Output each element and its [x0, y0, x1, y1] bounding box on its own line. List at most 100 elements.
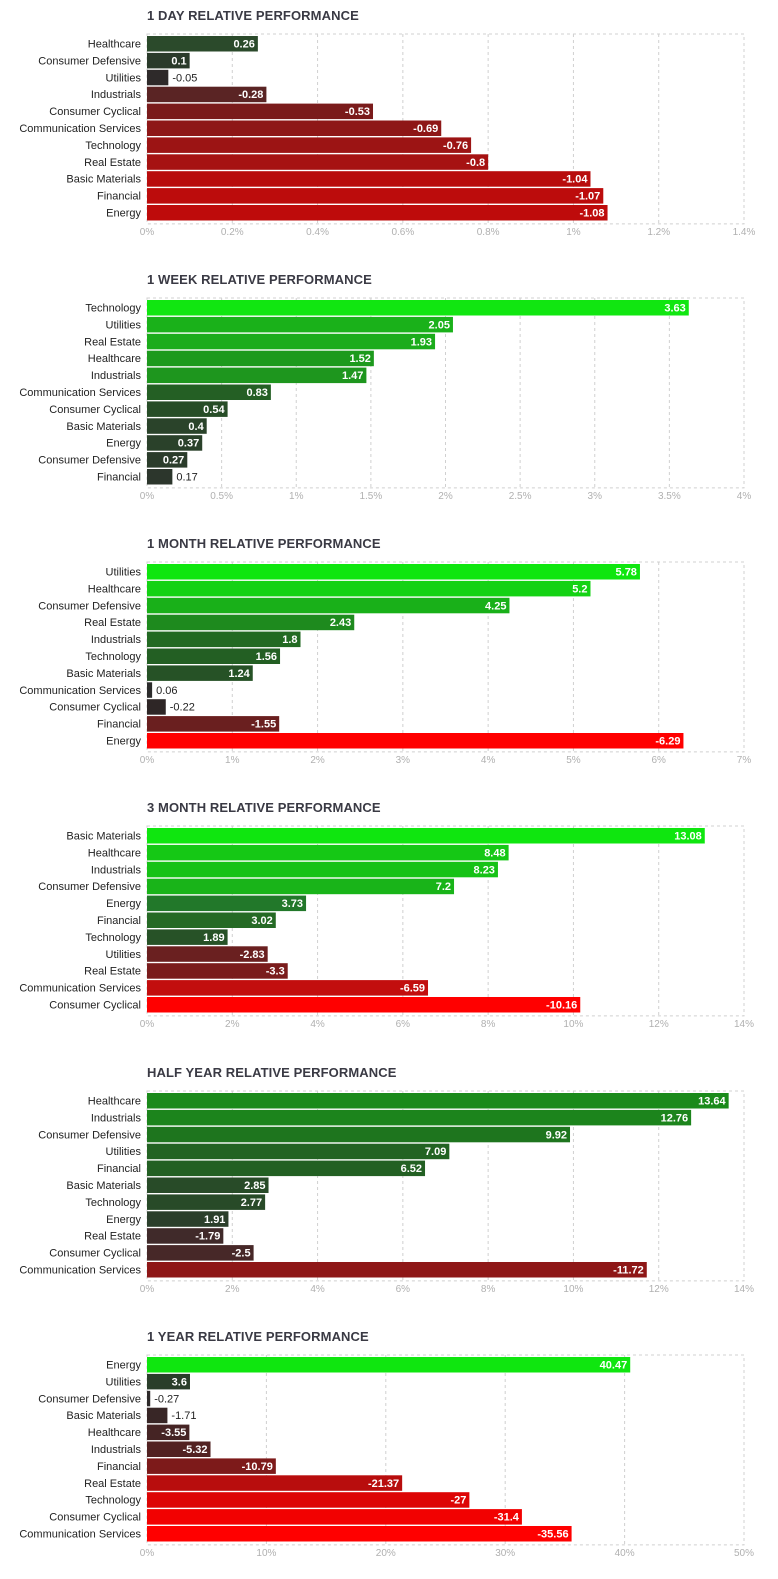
value-label: -0.27: [154, 1393, 179, 1405]
bar: [147, 1177, 269, 1193]
category-label: Communication Services: [19, 1529, 141, 1541]
category-label: Financial: [97, 1461, 141, 1473]
value-label: 0.26: [233, 39, 254, 51]
category-label: Technology: [85, 1495, 141, 1507]
x-tick-label: 0.2%: [221, 227, 244, 238]
x-tick-label: 1.2%: [647, 227, 670, 238]
bar: [147, 631, 301, 648]
value-label: -3.3: [266, 966, 285, 978]
bar: [147, 946, 268, 962]
chart-title: 1 YEAR RELATIVE PERFORMANCE: [147, 1329, 369, 1344]
category-label: Utilities: [106, 949, 142, 961]
bar: [147, 1262, 647, 1278]
bar: [147, 367, 367, 384]
bar: [147, 844, 509, 861]
value-label: -1.79: [195, 1231, 220, 1243]
category-label: Basic Materials: [66, 668, 141, 680]
value-label: -5.32: [182, 1444, 207, 1456]
category-label: Utilities: [106, 1146, 142, 1158]
value-label: 0.83: [246, 387, 267, 399]
value-label: -10.16: [546, 1000, 577, 1012]
bar: [147, 963, 288, 979]
x-tick-label: 6%: [396, 1284, 411, 1295]
bar: [147, 580, 591, 597]
x-tick-label: 10%: [563, 1019, 583, 1030]
bar: [147, 1245, 254, 1261]
bar: [147, 1228, 224, 1244]
bar: [147, 980, 429, 996]
bar-chart: 0% 2% 4% 6% 8% 10% 12% 14% Healthcare 13.64 Indust…: [19, 1090, 754, 1295]
value-label: 1.52: [349, 353, 370, 365]
value-label: 0.17: [176, 472, 197, 484]
category-label: Real Estate: [84, 336, 141, 348]
x-tick-label: 1%: [566, 227, 581, 238]
x-tick-label: 2%: [225, 1284, 240, 1295]
value-label: 3.6: [172, 1376, 187, 1388]
category-label: Consumer Cyclical: [49, 702, 141, 714]
value-label: -35.56: [537, 1529, 568, 1541]
bar-chart: 0% 0.2% 0.4% 0.6% 0.8% 1% 1.2% 1.4% Healthcare 0.…: [19, 33, 756, 238]
x-tick-label: 14%: [734, 1284, 754, 1295]
category-label: Technology: [85, 140, 141, 152]
value-label: -27: [450, 1495, 466, 1507]
x-tick-label: 0.6%: [391, 227, 414, 238]
category-label: Energy: [106, 898, 141, 910]
bar: [147, 614, 355, 631]
value-label: -10.79: [242, 1461, 273, 1473]
value-label: 40.47: [600, 1360, 628, 1372]
category-label: Healthcare: [88, 1096, 141, 1108]
category-label: Healthcare: [88, 1427, 141, 1439]
bar: [147, 648, 281, 664]
x-tick-label: 0.4%: [306, 227, 329, 238]
bar: [147, 171, 591, 187]
value-label: 2.85: [244, 1180, 265, 1192]
bar-chart: 0% 0.5% 1% 1.5% 2% 2.5% 3% 3.5% 4% Technology 3.63…: [19, 297, 751, 502]
bar: [147, 1424, 190, 1441]
category-label: Communication Services: [19, 123, 141, 135]
bar: [147, 86, 267, 103]
value-label: 8.48: [484, 847, 505, 859]
value-label: -3.55: [161, 1427, 186, 1439]
category-label: Consumer Defensive: [38, 600, 141, 612]
bar: [147, 316, 453, 333]
bar: [147, 1194, 266, 1210]
category-label: Industrials: [91, 89, 142, 101]
value-label: -0.53: [345, 106, 370, 118]
value-label: 5.2: [572, 583, 587, 595]
category-label: Energy: [106, 438, 141, 450]
category-label: Energy: [106, 1214, 141, 1226]
category-label: Utilities: [106, 72, 142, 84]
category-label: Industrials: [91, 370, 142, 382]
x-tick-label: 2%: [310, 755, 325, 766]
bar: [147, 895, 307, 912]
x-tick-label: 10%: [256, 1548, 276, 1559]
value-label: -1.07: [575, 191, 600, 203]
value-label: 0.06: [156, 685, 177, 697]
category-label: Consumer Defensive: [38, 1393, 141, 1405]
bar-chart: 0% 10% 20% 30% 40% 50% Energy 40.47 Utilities 3.6…: [19, 1354, 754, 1559]
value-label: -0.28: [238, 89, 263, 101]
category-label: Real Estate: [84, 1231, 141, 1243]
value-label: -0.8: [466, 157, 485, 169]
value-label: -6.29: [655, 736, 680, 748]
value-label: 0.4: [188, 421, 204, 433]
value-label: -31.4: [494, 1512, 520, 1524]
category-label: Technology: [85, 303, 141, 315]
x-tick-label: 0.8%: [477, 227, 500, 238]
category-label: Real Estate: [84, 157, 141, 169]
x-tick-label: 4%: [310, 1284, 325, 1295]
bar: [147, 452, 188, 468]
bar: [147, 1526, 572, 1542]
bar: [147, 333, 436, 350]
x-tick-label: 6%: [651, 755, 666, 766]
x-tick-label: 12%: [649, 1284, 669, 1295]
category-label: Consumer Defensive: [38, 1129, 141, 1141]
category-label: Consumer Cyclical: [49, 106, 141, 118]
value-label: 3.73: [282, 898, 303, 910]
category-label: Communication Services: [19, 983, 141, 995]
bar: [147, 1143, 450, 1160]
x-tick-label: 1%: [225, 755, 240, 766]
value-label: 1.56: [256, 651, 277, 663]
bar: [147, 120, 442, 136]
chart-title: 1 MONTH RELATIVE PERFORMANCE: [147, 536, 381, 551]
